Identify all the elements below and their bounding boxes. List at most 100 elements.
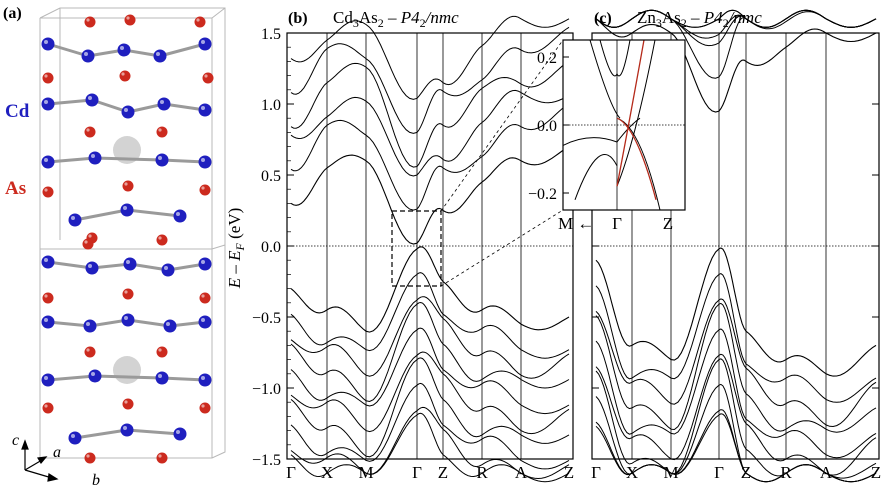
band-structure-c — [592, 9, 880, 483]
zoom-indicator — [391, 39, 564, 287]
x-tick-label: Γ — [286, 463, 296, 482]
as-atom — [156, 234, 168, 246]
as-atom-highlight — [124, 400, 128, 404]
as-atom — [156, 346, 168, 358]
x-tick-label: M — [358, 463, 373, 482]
leader-line-top — [440, 39, 564, 212]
panel-b: (b) Cd3As2 – P42/nmc — [286, 8, 574, 483]
cd-atom-highlight — [44, 40, 48, 44]
inset-tick-label: −0.2 — [528, 186, 557, 203]
cd-atom — [120, 423, 134, 437]
as-atom-highlight — [44, 294, 48, 298]
as-label: As — [5, 178, 26, 199]
conduction-band — [595, 9, 877, 28]
vacancy-site — [113, 136, 141, 164]
cd-atom-highlight — [176, 430, 180, 434]
cd-atom — [117, 43, 131, 57]
x-tick-label: M — [663, 463, 678, 482]
x-tick-label: Γ — [591, 463, 601, 482]
y-tick-label: −0.5 — [252, 310, 281, 327]
band-structure-b — [287, 15, 573, 483]
as-atom-highlight — [196, 18, 200, 22]
cd-bond — [47, 98, 93, 106]
cd-atom-highlight — [156, 52, 160, 56]
inset-axis: 0.2 0.0 −0.2M ← Γ Z — [528, 50, 673, 233]
inset-x-z-label: Z — [663, 214, 673, 233]
cd-bond — [127, 318, 171, 328]
cd-atom-highlight — [44, 318, 48, 322]
panel-b-title: Cd3As2 – P42/nmc — [333, 8, 459, 30]
as-atom — [156, 452, 168, 464]
cd-atom-highlight — [124, 316, 128, 320]
cd-atom — [198, 37, 212, 51]
x-tick-label: R — [780, 463, 792, 482]
cd-bond — [161, 376, 206, 382]
cd-atom — [198, 155, 212, 169]
panel-c-label: (c) — [594, 10, 612, 27]
valence-band — [290, 272, 570, 359]
as-atom — [82, 238, 94, 250]
x-tick-label: R — [476, 463, 488, 482]
cd-atom — [161, 263, 175, 277]
panel-b-label: (b) — [288, 10, 308, 27]
cd-atom-highlight — [201, 106, 205, 110]
valence-band — [595, 358, 877, 479]
as-atom-highlight — [86, 128, 90, 132]
as-atom — [42, 292, 54, 304]
y-tick-label: −1.0 — [252, 381, 281, 398]
zoom-box — [391, 210, 442, 287]
axis-triad — [21, 439, 59, 482]
as-atom-highlight — [44, 404, 48, 408]
y-tick-label: 1.5 — [261, 26, 281, 43]
cd-bond — [163, 102, 206, 112]
as-atom-highlight — [204, 74, 208, 78]
valence-band — [290, 351, 570, 435]
as-atom — [199, 184, 211, 196]
cd-atom — [41, 255, 55, 269]
valence-band — [290, 327, 570, 415]
as-atom-highlight — [86, 454, 90, 458]
as-atom-highlight — [124, 290, 128, 294]
cd-atom-highlight — [164, 266, 168, 270]
cd-atom-highlight — [123, 206, 127, 210]
y-tick-label: 1.0 — [261, 97, 281, 114]
cd-atom — [41, 315, 55, 329]
cd-bond — [47, 320, 91, 328]
x-tick-label: X — [626, 463, 638, 482]
as-atom — [84, 346, 96, 358]
cd-atom — [41, 155, 55, 169]
panel-c: (c) Zn3As2 – P42/nmc — [591, 8, 880, 483]
cd-atom — [173, 209, 187, 223]
cd-bond — [47, 260, 93, 270]
atoms-layer — [41, 14, 214, 464]
cd-atom-highlight — [44, 258, 48, 262]
x-tick-label: Γ — [714, 463, 724, 482]
cd-atom-highlight — [84, 52, 88, 56]
cd-bond — [47, 374, 96, 382]
cd-atom-highlight — [126, 260, 130, 264]
cd-atom — [155, 371, 169, 385]
as-atom-highlight — [201, 294, 205, 298]
cd-atom — [173, 427, 187, 441]
conduction-band — [290, 89, 570, 177]
cd-atom — [88, 151, 102, 165]
as-atom-highlight — [88, 234, 92, 238]
cd-atom-highlight — [201, 158, 205, 162]
cd-atom — [155, 153, 169, 167]
cd-bond — [159, 42, 206, 58]
x-tick-label: A — [515, 463, 528, 482]
cd-atom — [153, 49, 167, 63]
panel-a-label: (a) — [3, 5, 22, 22]
inset-band — [574, 154, 618, 200]
as-atom-highlight — [201, 404, 205, 408]
valence-band — [595, 353, 877, 476]
x-tick-label: Γ — [412, 463, 422, 482]
as-atom — [122, 180, 134, 192]
cd-atom-highlight — [124, 108, 128, 112]
as-atom — [122, 398, 134, 410]
as-atom — [42, 402, 54, 414]
x-tick-label: Z — [871, 463, 881, 482]
band-valence-top — [595, 247, 877, 377]
